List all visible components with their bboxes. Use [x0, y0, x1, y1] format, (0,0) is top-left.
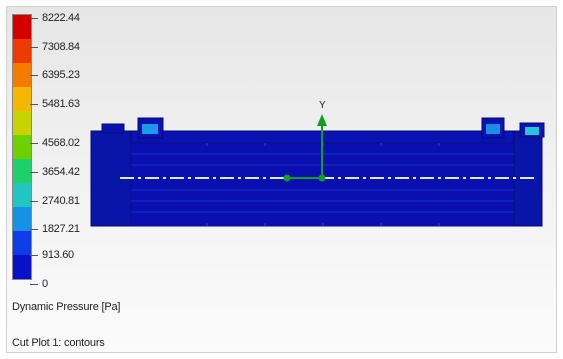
legend-color-segment: [13, 135, 31, 159]
legend-value: 4568.02: [42, 137, 80, 149]
cut-plot-label[interactable]: Cut Plot 1: contours: [12, 337, 105, 349]
legend-color-segment: [13, 15, 31, 39]
legend-tick: [30, 255, 38, 256]
legend-value: 5481.63: [42, 98, 80, 110]
legend-color-segment: [13, 255, 31, 279]
left-nozzle: [101, 117, 164, 139]
legend-color-segment: [13, 111, 31, 135]
legend-color-segment: [13, 231, 31, 255]
legend-value: 3654.42: [42, 166, 80, 178]
legend-value: 1827.21: [42, 223, 80, 235]
legend-title: Dynamic Pressure [Pa]: [12, 301, 121, 313]
legend-color-segment: [13, 63, 31, 87]
legend-value: 7308.84: [42, 41, 80, 53]
legend-tick: [30, 172, 38, 173]
legend-tick: [30, 104, 38, 105]
legend-color-segment: [13, 207, 31, 231]
legend-color-segment: [13, 39, 31, 63]
legend-value: 2740.81: [42, 195, 80, 207]
legend-tick: [30, 284, 38, 285]
legend-color-segment: [13, 183, 31, 207]
legend-tick: [30, 143, 38, 144]
legend-value: 0: [42, 278, 48, 290]
right-nozzle: [481, 117, 545, 139]
y-axis-label: Y: [319, 100, 326, 111]
legend-value: 913.60: [42, 249, 74, 261]
legend-tick: [30, 47, 38, 48]
heat-exchanger-body: [90, 130, 543, 227]
legend-tick: [30, 201, 38, 202]
legend-color-segment: [13, 159, 31, 183]
legend-value: 8222.44: [42, 12, 80, 24]
coordinate-triad: [283, 114, 327, 182]
legend-tick: [30, 75, 38, 76]
legend-value: 6395.23: [42, 69, 80, 81]
legend-tick: [30, 18, 38, 19]
legend-color-segment: [13, 87, 31, 111]
legend-tick: [30, 229, 38, 230]
legend-color-bar: [12, 14, 32, 280]
